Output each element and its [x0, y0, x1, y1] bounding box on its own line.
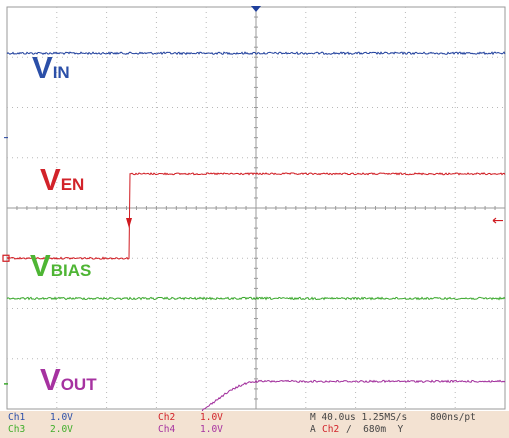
- trigger-source: Ch2: [322, 424, 340, 435]
- trigger-prefix: A: [310, 424, 316, 435]
- label-ven: VEN: [40, 162, 85, 197]
- ch4-scale: 1.0V: [200, 424, 223, 435]
- timebase: M 40.0us 1.25MS/s 800ns/pt: [310, 412, 476, 423]
- ch4-name: Ch4: [158, 424, 176, 435]
- ch1-scale: 1.0V: [50, 412, 73, 423]
- ch2-scale: 1.0V: [200, 412, 223, 423]
- trigger-level: ∕ 680m Y: [346, 424, 404, 435]
- trace-ven: [6, 172, 506, 261]
- edge-marker: [126, 218, 133, 229]
- ch3-name: Ch3: [8, 424, 26, 435]
- ch2-ground-marker: [2, 254, 10, 262]
- trace-vbias: [6, 296, 506, 301]
- label-vout: VOUT: [40, 362, 97, 397]
- markers: [2, 6, 503, 385]
- label-vbias: VBIAS: [30, 248, 92, 283]
- ch3-scale: 2.0V: [50, 424, 73, 435]
- label-vin: VIN: [32, 50, 70, 85]
- trigger-level-arrow: [492, 217, 503, 224]
- ch1-name: Ch1: [8, 412, 26, 423]
- trigger-position-marker: [251, 6, 261, 12]
- status-bar: Ch1 1.0V Ch3 2.0V Ch2 1.0V Ch4 1.0V M 40…: [0, 411, 509, 438]
- trace-vin: [6, 51, 506, 56]
- grid: [6, 6, 506, 410]
- ch2-name: Ch2: [158, 412, 176, 423]
